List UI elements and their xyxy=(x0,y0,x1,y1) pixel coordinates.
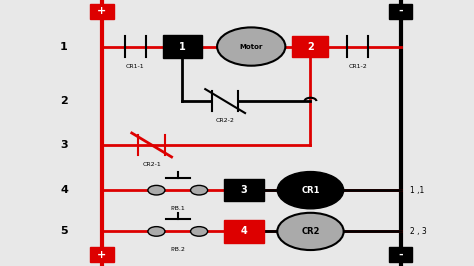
Text: 1 ,1: 1 ,1 xyxy=(410,186,424,195)
FancyBboxPatch shape xyxy=(292,36,328,57)
Text: CR2-2: CR2-2 xyxy=(216,118,235,123)
Text: 3: 3 xyxy=(60,140,68,150)
Text: P.B.1: P.B.1 xyxy=(170,206,185,211)
Text: +: + xyxy=(97,250,107,260)
FancyBboxPatch shape xyxy=(163,35,202,58)
Text: 2: 2 xyxy=(307,41,314,52)
Text: 5: 5 xyxy=(60,226,68,236)
FancyBboxPatch shape xyxy=(90,4,114,19)
Circle shape xyxy=(277,213,344,250)
FancyBboxPatch shape xyxy=(224,220,264,243)
Text: 2: 2 xyxy=(60,96,68,106)
Text: 4: 4 xyxy=(241,226,247,236)
FancyBboxPatch shape xyxy=(389,4,412,19)
FancyBboxPatch shape xyxy=(224,179,264,201)
Circle shape xyxy=(217,27,285,66)
Text: 3: 3 xyxy=(241,185,247,195)
Text: CR1: CR1 xyxy=(301,186,320,195)
Text: CR1-2: CR1-2 xyxy=(348,64,367,69)
FancyBboxPatch shape xyxy=(389,247,412,262)
Circle shape xyxy=(148,227,165,236)
Text: -: - xyxy=(398,250,403,260)
Circle shape xyxy=(277,172,344,209)
Circle shape xyxy=(191,185,208,195)
Text: 1: 1 xyxy=(60,41,68,52)
Text: CR1-1: CR1-1 xyxy=(126,64,145,69)
Text: Motor: Motor xyxy=(239,44,263,49)
Circle shape xyxy=(191,227,208,236)
Text: 4: 4 xyxy=(60,185,68,195)
Text: 2 , 3: 2 , 3 xyxy=(410,227,427,236)
FancyBboxPatch shape xyxy=(90,247,114,262)
Text: CR2-1: CR2-1 xyxy=(142,162,161,167)
Circle shape xyxy=(148,185,165,195)
Text: 1: 1 xyxy=(179,41,186,52)
Text: +: + xyxy=(97,6,107,16)
Text: -: - xyxy=(398,6,403,16)
Text: CR2: CR2 xyxy=(301,227,320,236)
Text: P.B.2: P.B.2 xyxy=(170,247,185,252)
